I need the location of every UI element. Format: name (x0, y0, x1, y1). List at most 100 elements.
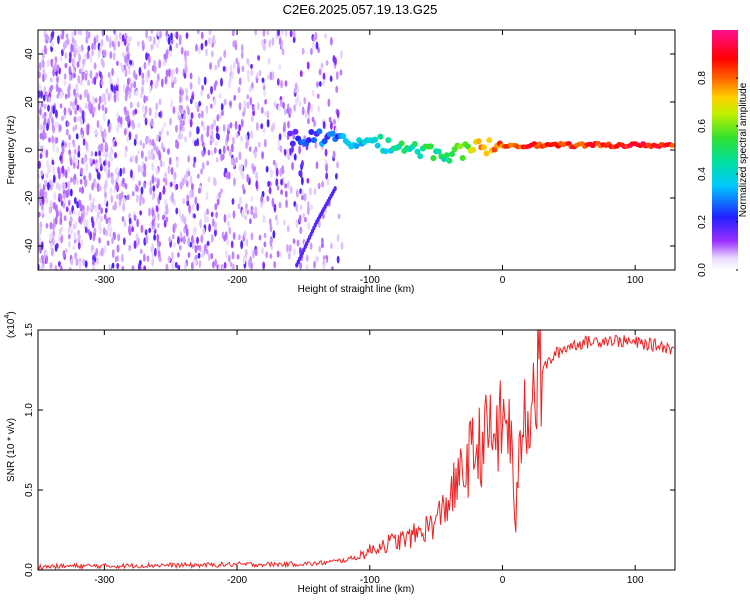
heatmap-cell (178, 37, 182, 46)
heatmap-cell (44, 179, 47, 188)
heatmap-cell (51, 31, 54, 40)
heatmap-cell (232, 210, 236, 219)
heatmap-cell (220, 103, 224, 111)
heatmap-cell (38, 90, 41, 99)
heatmap-cell (238, 234, 241, 241)
heatmap-cell (229, 64, 233, 73)
heatmap-cell (286, 180, 290, 190)
heatmap-cell (164, 177, 168, 186)
heatmap-cell (81, 186, 85, 194)
heatmap-cell (234, 120, 238, 130)
heatmap-cell (147, 69, 150, 79)
ridge-cell (385, 137, 392, 144)
y-tick-label: 40 (24, 48, 35, 60)
heatmap-cell (43, 44, 47, 54)
heatmap-cell (108, 263, 112, 270)
heatmap-cell (188, 130, 192, 138)
heatmap-cell (151, 243, 155, 251)
heatmap-cell (201, 141, 205, 148)
heatmap-cell (95, 34, 99, 43)
heatmap-cell (246, 57, 250, 65)
heatmap-cell (107, 160, 111, 169)
heatmap-cell (330, 36, 333, 46)
heatmap-cell (314, 255, 318, 263)
heatmap-cell (103, 128, 107, 138)
heatmap-cell (169, 117, 172, 126)
heatmap-cell (238, 102, 242, 111)
heatmap-cell (103, 183, 107, 192)
heatmap-cell (315, 161, 319, 169)
heatmap-cell (59, 91, 63, 99)
heatmap-cell (91, 244, 94, 252)
heatmap-cell (158, 152, 162, 161)
ridge-cell (483, 150, 490, 157)
heatmap-cell (244, 134, 248, 141)
heatmap-cell (113, 84, 117, 95)
heatmap-cell (134, 108, 138, 115)
heatmap-cell (104, 207, 108, 214)
heatmap-cell (77, 233, 81, 241)
ridge-cell (457, 143, 464, 150)
heatmap-cell (131, 226, 135, 233)
heatmap-cell (280, 79, 283, 89)
heatmap-cell (145, 52, 148, 61)
heatmap-cell (139, 199, 142, 207)
heatmap-cell (88, 100, 92, 109)
heatmap-cell (282, 101, 286, 110)
heatmap-cell (263, 38, 266, 46)
heatmap-cell (268, 218, 272, 226)
heatmap-cell (306, 177, 310, 184)
heatmap-cell (208, 30, 212, 36)
heatmap-cell (189, 72, 193, 80)
heatmap-cell (325, 172, 329, 180)
heatmap-cell (74, 251, 78, 260)
heatmap-cell (105, 87, 109, 95)
heatmap-cell (285, 199, 288, 209)
heatmap-cell (315, 41, 319, 50)
heatmap-cell (288, 245, 292, 253)
heatmap-cell (180, 123, 184, 130)
heatmap-cell (142, 142, 146, 149)
ridge-cell (486, 137, 493, 144)
heatmap-cell (191, 183, 194, 191)
heatmap-cell (138, 180, 141, 187)
heatmap-cell (201, 85, 204, 92)
ridge-cell (475, 138, 482, 145)
heatmap-cell (190, 112, 194, 120)
heatmap-cell (141, 85, 144, 95)
heatmap-cell (78, 68, 82, 75)
heatmap-cell (151, 138, 155, 147)
heatmap-cell (122, 177, 125, 184)
heatmap-cell (77, 150, 81, 158)
heatmap-cell (261, 247, 264, 255)
heatmap-cell (77, 241, 81, 250)
heatmap-cell (83, 53, 87, 60)
heatmap-cell (186, 194, 190, 201)
heatmap-cell (116, 94, 120, 103)
heatmap-cell (83, 89, 87, 99)
ridge-cell (443, 152, 450, 159)
heatmap-cell (160, 78, 164, 88)
heatmap-cell (66, 37, 70, 46)
heatmap-cell (172, 259, 175, 269)
heatmap-cell (147, 149, 151, 159)
heatmap-cell (82, 58, 86, 65)
heatmap-cell (61, 181, 65, 190)
heatmap-cell (175, 158, 179, 168)
heatmap-cell (200, 42, 204, 51)
heatmap-cell (78, 46, 82, 54)
heatmap-cell (292, 247, 296, 256)
heatmap-cell (72, 178, 76, 186)
heatmap-cell (276, 219, 279, 226)
heatmap-cell (126, 84, 130, 92)
heatmap-cell (334, 57, 337, 66)
heatmap-cell (203, 210, 207, 220)
heatmap-cell (81, 110, 85, 120)
heatmap-cell (333, 118, 336, 126)
heatmap-cell (170, 166, 174, 176)
heatmap-cell (301, 159, 304, 168)
heatmap-cell (40, 263, 44, 270)
heatmap-cell (69, 216, 73, 223)
heatmap-cell (295, 219, 299, 228)
heatmap-cell (158, 240, 162, 247)
